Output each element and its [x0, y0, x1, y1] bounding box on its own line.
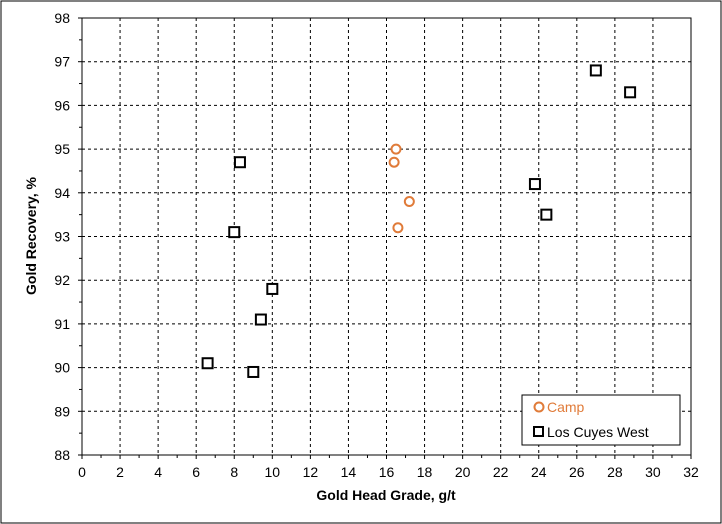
y-tick-label: 95	[54, 141, 70, 157]
x-axis-title: Gold Head Grade, g/t	[316, 487, 456, 503]
camp-data-point	[403, 196, 415, 208]
legend-camp-label: Camp	[547, 399, 585, 415]
x-tick-label: 28	[607, 464, 623, 480]
x-tick-label: 6	[192, 464, 200, 480]
x-tick-label: 0	[78, 464, 86, 480]
los-cuyes-west-data-point	[247, 365, 260, 378]
x-tick-label: 26	[569, 464, 585, 480]
x-tick-label: 2	[116, 464, 124, 480]
los-cuyes-west-data-point	[589, 64, 602, 77]
los-cuyes-west-data-point	[266, 282, 279, 295]
legend-los-cuyes-west-marker	[533, 426, 544, 437]
x-tick-label: 30	[645, 464, 661, 480]
x-axis-tick-labels: 0 2 4 6 8 10 12 14 16 18 20 22 24 26 28 30 32	[78, 464, 699, 480]
los-cuyes-west-data-point	[528, 178, 541, 191]
x-tick-label: 24	[531, 464, 547, 480]
camp-data-point	[392, 222, 404, 234]
y-axis-title: Gold Recovery, %	[23, 176, 39, 295]
camp-data-point	[388, 156, 400, 168]
x-tick-label: 14	[341, 464, 357, 480]
los-cuyes-west-data-point	[228, 226, 241, 239]
legend-camp-marker	[533, 401, 545, 413]
los-cuyes-west-data-point	[540, 208, 553, 221]
tick-marks	[78, 17, 692, 459]
los-cuyes-west-data-point	[624, 86, 637, 99]
y-tick-label: 90	[54, 360, 70, 376]
legend-los-cuyes-west-label: Los Cuyes West	[547, 424, 649, 440]
los-cuyes-west-data-point	[201, 357, 214, 370]
x-tick-label: 10	[265, 464, 281, 480]
x-tick-label: 22	[493, 464, 509, 480]
y-tick-label: 91	[54, 316, 70, 332]
y-tick-label: 93	[54, 229, 70, 245]
x-tick-label: 4	[154, 464, 162, 480]
y-tick-label: 96	[54, 97, 70, 113]
x-tick-label: 12	[303, 464, 319, 480]
x-tick-label: 18	[417, 464, 433, 480]
data-points	[201, 64, 637, 378]
los-cuyes-west-data-point	[254, 313, 267, 326]
y-tick-label: 92	[54, 272, 70, 288]
y-tick-label: 98	[54, 10, 70, 26]
y-tick-label: 94	[54, 185, 70, 201]
y-tick-label: 97	[54, 54, 70, 70]
legend: Camp Los Cuyes West	[521, 394, 681, 446]
plot-frame	[81, 17, 692, 456]
x-tick-label: 20	[455, 464, 471, 480]
y-tick-label: 89	[54, 403, 70, 419]
los-cuyes-west-data-point	[233, 156, 246, 169]
camp-data-point	[390, 143, 402, 155]
x-tick-label: 32	[683, 464, 699, 480]
x-tick-label: 16	[379, 464, 395, 480]
y-tick-label: 88	[54, 447, 70, 463]
x-tick-label: 8	[230, 464, 238, 480]
y-axis-tick-labels: 88 89 90 91 92 93 94 95 96 97 98	[54, 10, 70, 463]
legend-box	[521, 394, 681, 446]
